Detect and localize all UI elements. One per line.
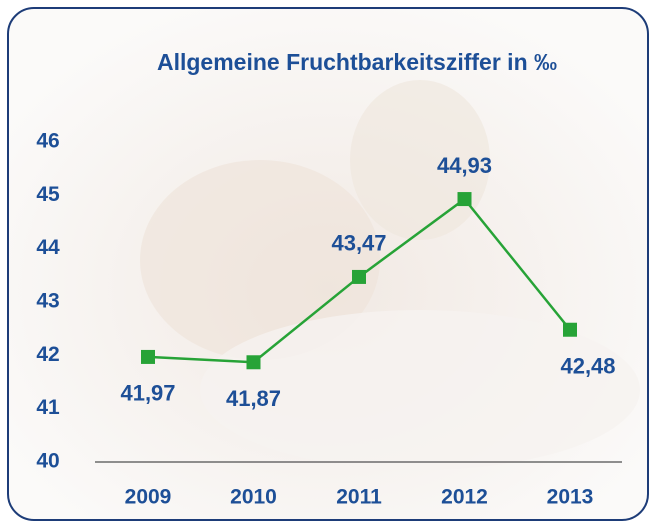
marker bbox=[563, 323, 577, 337]
x-tick-label: 2011 bbox=[336, 486, 382, 509]
marker bbox=[247, 355, 261, 369]
data-label: 42,48 bbox=[560, 354, 615, 379]
y-tick-label: 45 bbox=[36, 183, 60, 206]
data-label: 41,87 bbox=[226, 386, 281, 411]
marker bbox=[352, 270, 366, 284]
y-tick-label: 46 bbox=[36, 130, 59, 153]
y-tick-label: 42 bbox=[36, 343, 59, 366]
chart-title: Allgemeine Fruchtbarkeitsziffer in ‰ bbox=[157, 49, 557, 75]
data-label: 43,47 bbox=[331, 231, 386, 256]
data-label: 44,93 bbox=[437, 153, 492, 178]
y-tick-label: 41 bbox=[36, 396, 60, 419]
chart: Allgemeine Fruchtbarkeitsziffer in ‰ 40 4… bbox=[0, 0, 657, 523]
y-tick-label: 40 bbox=[36, 450, 59, 473]
x-tick-label: 2013 bbox=[547, 486, 594, 509]
x-tick-label: 2010 bbox=[230, 486, 277, 509]
data-label: 41,97 bbox=[120, 381, 175, 406]
page: Allgemeine Fruchtbarkeitsziffer in ‰ 40 4… bbox=[0, 0, 657, 528]
x-tick-label: 2012 bbox=[441, 486, 488, 509]
marker bbox=[141, 350, 155, 364]
marker bbox=[458, 192, 472, 206]
y-tick-label: 44 bbox=[36, 236, 60, 259]
x-tick-label: 2009 bbox=[125, 486, 172, 509]
y-tick-label: 43 bbox=[36, 290, 59, 313]
